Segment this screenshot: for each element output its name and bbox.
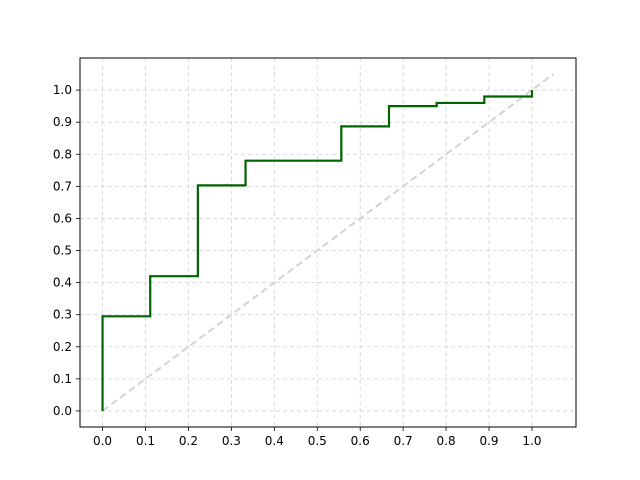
x-tick-label: 0.7 (394, 434, 413, 448)
y-tick-label: 0.9 (53, 115, 72, 129)
plot-frame (79, 57, 577, 428)
x-tick-label: 0.3 (222, 434, 241, 448)
y-tick-label: 0.3 (53, 308, 72, 322)
x-tick-label: 0.9 (479, 434, 498, 448)
step-series-line (101, 90, 534, 411)
x-tick-label: 0.6 (351, 434, 370, 448)
x-tick-label: 0.5 (308, 434, 327, 448)
x-tick-label: 1.0 (522, 434, 541, 448)
diagonal-reference-line (101, 73, 555, 412)
y-tick-label: 0.0 (53, 404, 72, 418)
grid (80, 58, 576, 427)
y-tick-label: 0.7 (53, 179, 72, 193)
x-tick-label: 0.8 (437, 434, 456, 448)
y-tick-label: 0.2 (53, 340, 72, 354)
x-tick-label: 0.0 (93, 434, 112, 448)
y-tick-label: 0.5 (53, 244, 72, 258)
axis-ticks: 0.0 0.1 0.2 0.3 0.4 0.5 0.6 0.7 0.8 0.9 1.0 0.0 0.1 0… (53, 83, 542, 448)
y-tick-label: 0.6 (53, 211, 72, 225)
x-tick-label: 0.4 (265, 434, 284, 448)
y-tick-label: 0.8 (53, 147, 72, 161)
y-tick-label: 0.1 (53, 372, 72, 386)
y-tick-label: 1.0 (53, 83, 72, 97)
x-tick-label: 0.2 (179, 434, 198, 448)
x-tick-label: 0.1 (136, 434, 155, 448)
y-tick-label: 0.4 (53, 276, 72, 290)
series-group (101, 73, 555, 412)
